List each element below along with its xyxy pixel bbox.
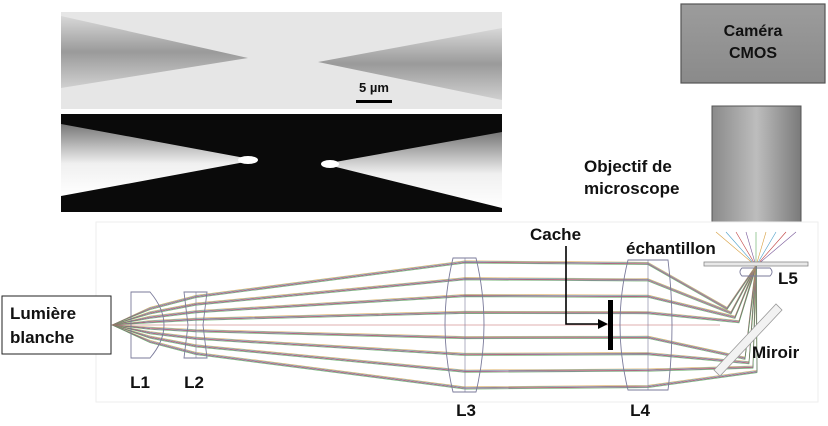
scale-bar-label: 5 µm (359, 80, 389, 95)
camera-label-line1: Caméra (724, 23, 783, 40)
light-ray (755, 231, 767, 267)
label-l3: L3 (456, 401, 476, 420)
darkfield-micrograph (61, 114, 502, 212)
left-tip-bright (61, 16, 248, 88)
beam-block-pointer (565, 246, 602, 325)
label-l2: L2 (184, 373, 204, 392)
white-light-source: Lumière blanche (1, 295, 112, 355)
lens-l2 (183, 291, 208, 359)
light-ray (755, 231, 797, 267)
label-mirror: Miroir (752, 343, 800, 362)
lens-l4 (619, 259, 673, 391)
objective-label-line1: Objectif de (584, 157, 672, 176)
label-cache: Cache (530, 225, 581, 244)
objective-label-line2: microscope (584, 179, 679, 198)
scale-bar (356, 100, 392, 103)
beam-block (608, 300, 613, 350)
camera-label-line2: CMOS (729, 45, 777, 62)
light-ray (735, 231, 757, 267)
label-l5: L5 (778, 269, 798, 288)
light-ray (755, 231, 787, 267)
sample-slide (703, 261, 809, 267)
label-sample: échantillon (626, 239, 716, 258)
light-ray (755, 231, 777, 267)
brightfield-micrograph: 5 µm (61, 12, 502, 109)
label-l4: L4 (630, 401, 650, 420)
lens-l3 (444, 257, 485, 393)
left-tip-dark (61, 124, 256, 196)
light-ray (745, 231, 757, 267)
lens-l1 (130, 291, 165, 359)
mirror (713, 303, 783, 377)
lens-l5 (739, 267, 773, 277)
source-label-line2: blanche (10, 328, 74, 347)
source-label-line1: Lumière (10, 304, 76, 323)
label-l1: L1 (130, 373, 150, 392)
microscope-objective: Objectif de microscope (584, 105, 803, 253)
light-ray (715, 231, 757, 267)
right-tip-dark (324, 132, 502, 208)
cmos-camera: Caméra CMOS (680, 3, 826, 84)
light-ray (725, 231, 757, 267)
right-tip-bright (318, 28, 502, 100)
